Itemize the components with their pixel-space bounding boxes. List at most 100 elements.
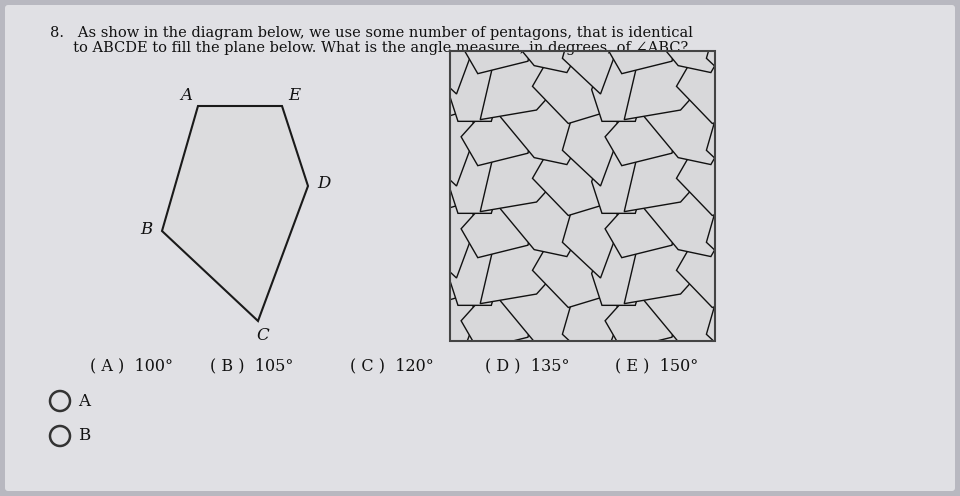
Polygon shape bbox=[563, 285, 620, 370]
Polygon shape bbox=[605, 286, 684, 350]
Polygon shape bbox=[785, 6, 872, 72]
Text: D: D bbox=[318, 176, 330, 192]
Polygon shape bbox=[591, 0, 650, 29]
Polygon shape bbox=[735, 128, 794, 213]
Polygon shape bbox=[480, 241, 559, 304]
Polygon shape bbox=[419, 285, 476, 370]
Polygon shape bbox=[389, 149, 474, 215]
Polygon shape bbox=[591, 36, 650, 122]
Polygon shape bbox=[419, 0, 476, 2]
Text: ( D )  135°: ( D ) 135° bbox=[485, 358, 569, 374]
Polygon shape bbox=[641, 190, 728, 256]
Polygon shape bbox=[641, 283, 728, 349]
Polygon shape bbox=[749, 10, 828, 74]
Polygon shape bbox=[533, 242, 618, 308]
Polygon shape bbox=[480, 148, 559, 212]
Polygon shape bbox=[768, 0, 847, 28]
Polygon shape bbox=[707, 8, 764, 94]
Polygon shape bbox=[735, 0, 794, 29]
Polygon shape bbox=[419, 192, 476, 278]
Text: to ABCDE to fill the plane below. What is the angle measure, in degrees, of ∠ABC: to ABCDE to fill the plane below. What i… bbox=[50, 41, 688, 55]
Polygon shape bbox=[447, 312, 506, 397]
Polygon shape bbox=[768, 332, 847, 396]
Polygon shape bbox=[605, 102, 684, 166]
Polygon shape bbox=[641, 6, 728, 72]
Polygon shape bbox=[821, 149, 906, 215]
Polygon shape bbox=[624, 332, 703, 396]
Text: ( C )  120°: ( C ) 120° bbox=[350, 358, 434, 374]
Polygon shape bbox=[353, 99, 440, 165]
Polygon shape bbox=[497, 99, 584, 165]
Polygon shape bbox=[563, 101, 620, 186]
Polygon shape bbox=[563, 8, 620, 94]
Polygon shape bbox=[480, 57, 559, 120]
Text: A: A bbox=[78, 392, 90, 410]
Polygon shape bbox=[533, 149, 618, 215]
FancyBboxPatch shape bbox=[5, 5, 955, 491]
Polygon shape bbox=[768, 57, 847, 120]
Polygon shape bbox=[624, 148, 703, 212]
Polygon shape bbox=[447, 36, 506, 122]
Polygon shape bbox=[735, 312, 794, 397]
Polygon shape bbox=[563, 0, 620, 2]
Polygon shape bbox=[480, 0, 559, 28]
Polygon shape bbox=[591, 220, 650, 306]
Polygon shape bbox=[162, 106, 308, 321]
Polygon shape bbox=[735, 220, 794, 306]
Text: ( E )  150°: ( E ) 150° bbox=[615, 358, 698, 374]
Polygon shape bbox=[707, 0, 764, 2]
Polygon shape bbox=[768, 241, 847, 304]
Polygon shape bbox=[624, 57, 703, 120]
Polygon shape bbox=[533, 333, 618, 399]
Polygon shape bbox=[389, 242, 474, 308]
Polygon shape bbox=[419, 101, 476, 186]
Text: ( B )  105°: ( B ) 105° bbox=[210, 358, 294, 374]
Text: A: A bbox=[180, 87, 192, 105]
Polygon shape bbox=[591, 128, 650, 213]
Polygon shape bbox=[749, 194, 828, 257]
Polygon shape bbox=[533, 58, 618, 124]
Polygon shape bbox=[591, 312, 650, 397]
Polygon shape bbox=[749, 286, 828, 350]
Polygon shape bbox=[821, 58, 906, 124]
Bar bbox=[450, 51, 715, 341]
Text: E: E bbox=[288, 87, 300, 105]
Polygon shape bbox=[353, 283, 440, 349]
Polygon shape bbox=[624, 0, 703, 28]
Polygon shape bbox=[447, 128, 506, 213]
Polygon shape bbox=[768, 148, 847, 212]
Polygon shape bbox=[785, 190, 872, 256]
Polygon shape bbox=[563, 192, 620, 278]
Polygon shape bbox=[419, 8, 476, 94]
Polygon shape bbox=[353, 6, 440, 72]
Polygon shape bbox=[389, 0, 474, 32]
Polygon shape bbox=[461, 286, 540, 350]
Polygon shape bbox=[497, 283, 584, 349]
Polygon shape bbox=[605, 194, 684, 257]
Polygon shape bbox=[677, 0, 762, 32]
Polygon shape bbox=[533, 0, 618, 32]
Text: C: C bbox=[256, 326, 270, 344]
Polygon shape bbox=[677, 242, 762, 308]
Polygon shape bbox=[461, 102, 540, 166]
Polygon shape bbox=[389, 333, 474, 399]
Polygon shape bbox=[480, 332, 559, 396]
Text: ( A )  100°: ( A ) 100° bbox=[90, 358, 173, 374]
Polygon shape bbox=[677, 58, 762, 124]
Polygon shape bbox=[497, 6, 584, 72]
Polygon shape bbox=[497, 190, 584, 256]
Polygon shape bbox=[389, 58, 474, 124]
Polygon shape bbox=[447, 0, 506, 29]
Bar bbox=[450, 51, 715, 341]
Polygon shape bbox=[707, 285, 764, 370]
Polygon shape bbox=[821, 0, 906, 32]
Polygon shape bbox=[785, 283, 872, 349]
Text: 8.   As show in the diagram below, we use some number of pentagons, that is iden: 8. As show in the diagram below, we use … bbox=[50, 26, 693, 40]
Polygon shape bbox=[735, 36, 794, 122]
Polygon shape bbox=[624, 241, 703, 304]
Polygon shape bbox=[447, 220, 506, 306]
Text: B: B bbox=[78, 428, 90, 444]
Polygon shape bbox=[461, 194, 540, 257]
Polygon shape bbox=[785, 99, 872, 165]
Polygon shape bbox=[461, 10, 540, 74]
